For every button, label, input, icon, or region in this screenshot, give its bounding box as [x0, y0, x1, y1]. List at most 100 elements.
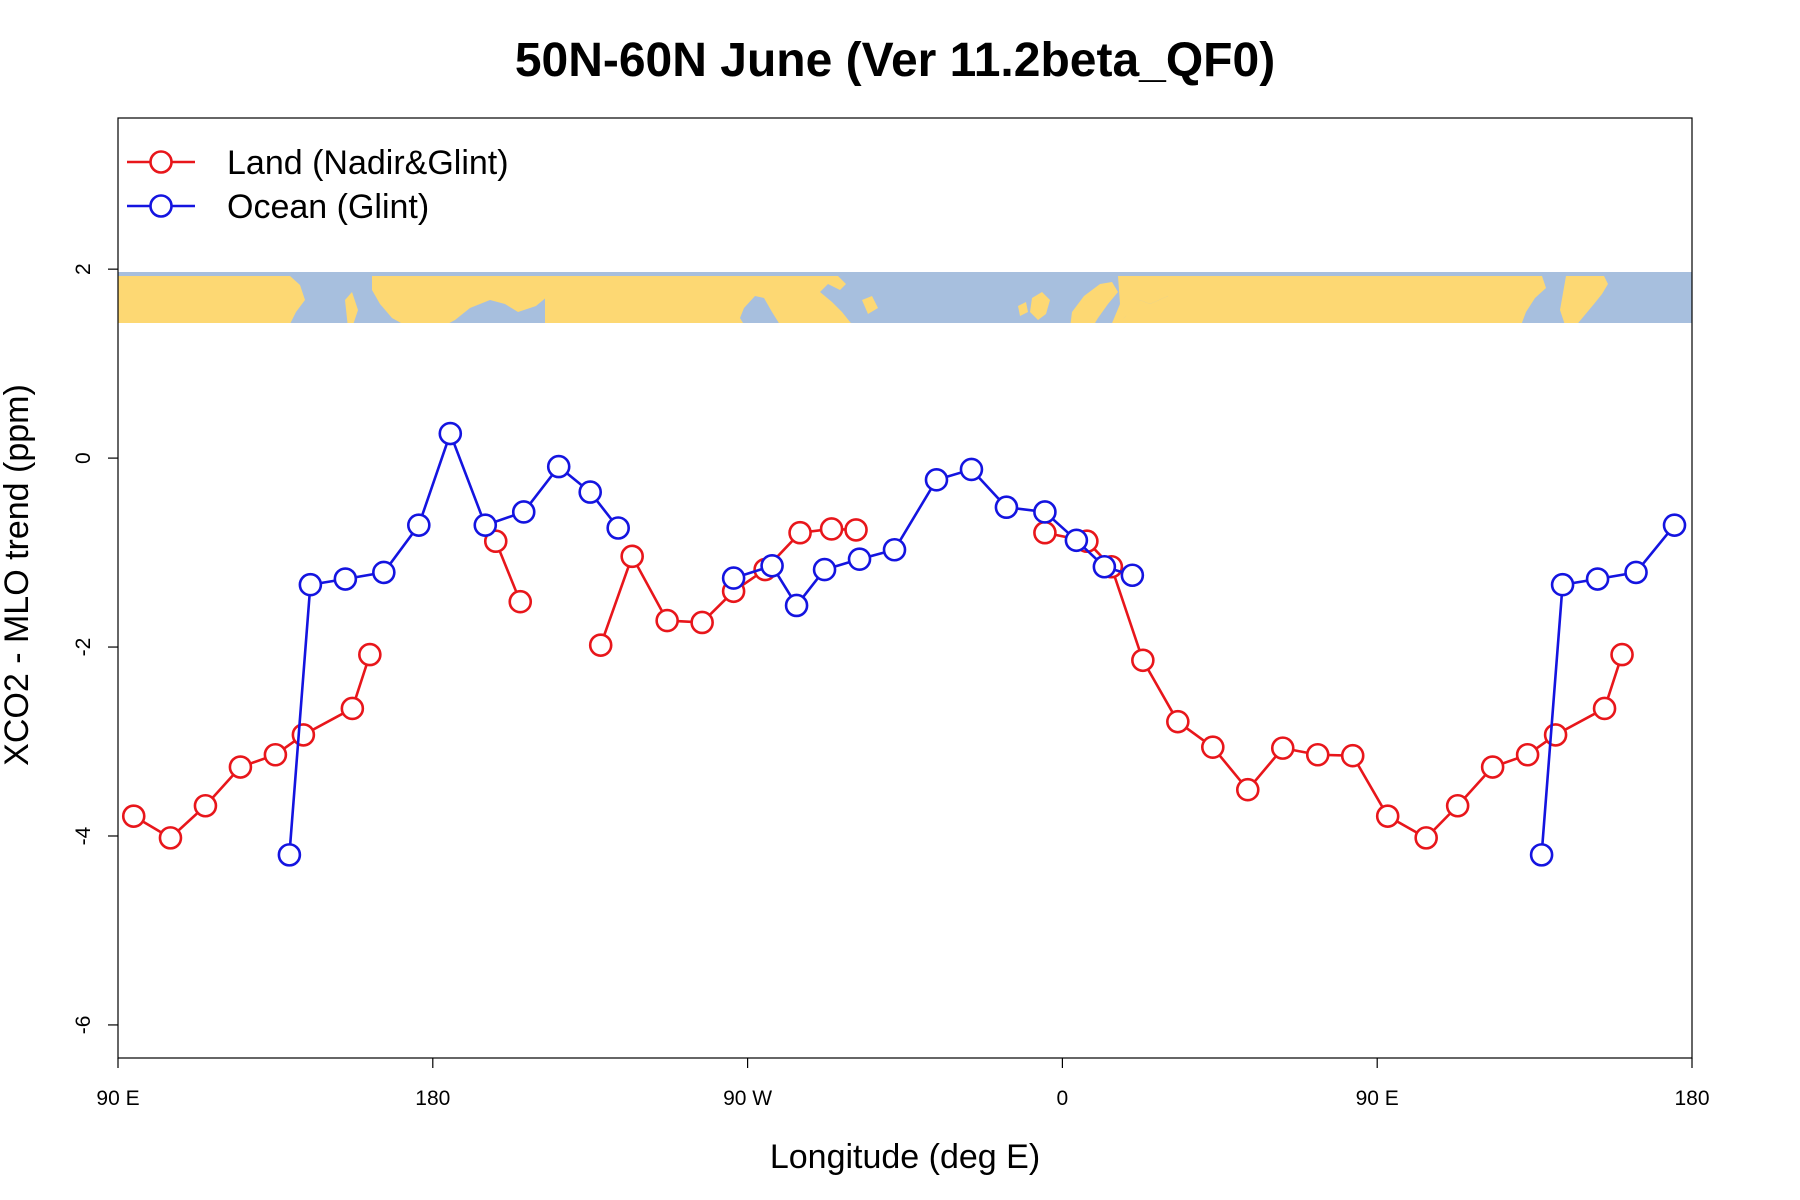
- data-point: [1610, 642, 1634, 667]
- y-axis-label: XCO2 - MLO trend (ppm): [0, 384, 36, 766]
- map-land-shapes: [118, 276, 1608, 324]
- data-point: [358, 642, 382, 667]
- data-point: [1270, 736, 1295, 760]
- data-point: [483, 529, 508, 554]
- data-point: [1480, 755, 1505, 779]
- data-point: [959, 457, 984, 482]
- map-land-alaska: [372, 276, 548, 324]
- data-point: [606, 516, 630, 540]
- series-ocean: [277, 421, 1687, 867]
- series-layer: [121, 421, 1687, 867]
- data-point: [340, 696, 365, 721]
- data-point: [1340, 743, 1365, 768]
- data-point: [578, 480, 603, 504]
- data-point: [760, 553, 784, 578]
- data-point: [473, 513, 498, 537]
- data-point: [721, 566, 746, 590]
- series-line: [133, 654, 372, 840]
- chart-title: 50N-60N June (Ver 11.2beta_QF0): [515, 34, 1275, 87]
- y-tick-label: -4: [72, 826, 95, 845]
- data-point: [228, 755, 253, 779]
- x-axis-label: Longitude (deg E): [770, 1138, 1040, 1176]
- y-tick-label: 2: [72, 263, 95, 275]
- data-point: [333, 567, 358, 591]
- data-point: [1624, 560, 1648, 585]
- data-point: [1414, 826, 1438, 850]
- map-land-north-america: [545, 276, 852, 324]
- data-point: [1064, 528, 1089, 553]
- legend-marker: [149, 194, 173, 218]
- data-point: [844, 518, 868, 542]
- data-point: [508, 589, 533, 614]
- legend-label: Ocean (Glint): [227, 188, 429, 226]
- data-point: [1131, 648, 1155, 673]
- data-point: [298, 572, 323, 597]
- data-point: [812, 557, 837, 582]
- data-point: [1305, 742, 1330, 767]
- data-point: [784, 593, 809, 618]
- x-tick-label: 180: [1674, 1087, 1709, 1110]
- data-point: [1235, 777, 1260, 802]
- data-point: [882, 537, 907, 562]
- data-point: [1529, 843, 1554, 867]
- legend-label: Land (Nadir&Glint): [227, 144, 509, 182]
- data-point: [277, 843, 302, 867]
- data-point: [511, 500, 536, 524]
- data-point: [1120, 563, 1145, 588]
- x-tick-label: 90 E: [1356, 1087, 1399, 1110]
- data-point: [291, 723, 316, 747]
- plot-border: [117, 117, 1693, 1059]
- map-land-scandinavia: [1070, 282, 1118, 324]
- series-land: [121, 517, 1634, 850]
- data-point: [620, 544, 644, 569]
- data-point: [1375, 804, 1400, 828]
- data-point: [1201, 735, 1225, 759]
- map-land-kamchatka: [345, 292, 358, 324]
- data-point: [438, 421, 463, 446]
- data-point: [924, 468, 949, 492]
- data-point: [1033, 520, 1057, 545]
- data-point: [1550, 572, 1575, 597]
- map-land-newfoundland: [862, 296, 878, 314]
- data-point: [1166, 709, 1190, 734]
- x-tick-label: 90 W: [723, 1087, 772, 1110]
- data-point: [263, 742, 288, 767]
- data-point: [1033, 500, 1057, 524]
- data-point: [1445, 793, 1470, 818]
- data-point: [407, 513, 431, 537]
- data-point: [588, 633, 613, 657]
- data-point: [158, 826, 183, 850]
- world-map-strip: [118, 271, 1692, 324]
- data-point: [546, 454, 571, 479]
- data-point: [819, 517, 844, 541]
- y-tick-label: 0: [72, 452, 95, 464]
- data-point: [1092, 554, 1117, 579]
- x-tick-label: 0: [1057, 1087, 1069, 1110]
- y-tick-label: -6: [72, 1016, 95, 1035]
- data-point: [193, 793, 218, 818]
- series-line: [288, 429, 620, 855]
- data-point: [847, 547, 872, 571]
- x-tick-label: 90 E: [96, 1087, 139, 1110]
- map-land-british-isles: [1030, 292, 1050, 320]
- map-land-eurasia-east: [118, 276, 305, 324]
- legend: Land (Nadir&Glint) Ocean (Glint): [127, 144, 509, 226]
- data-point: [1592, 696, 1617, 721]
- legend-marker: [149, 150, 173, 174]
- data-point: [1515, 742, 1540, 767]
- axes: 90 E 180 90 W 0 90 E 180 2 0 -2 -4 -6: [72, 263, 1710, 1110]
- map-land-europe-asia: [1112, 276, 1176, 324]
- data-point: [121, 804, 146, 828]
- data-point: [655, 608, 679, 633]
- map-land-kamchatka-right: [1560, 276, 1608, 324]
- data-point: [1662, 513, 1687, 537]
- x-tick-label: 180: [415, 1087, 450, 1110]
- data-point: [372, 560, 396, 585]
- map-land-eurasia-west: [1116, 276, 1546, 324]
- data-point: [994, 495, 1019, 520]
- plot-frame: [117, 117, 1693, 1059]
- map-land-ireland: [1018, 302, 1028, 316]
- data-point: [1543, 723, 1568, 747]
- y-tick-label: -2: [72, 638, 95, 657]
